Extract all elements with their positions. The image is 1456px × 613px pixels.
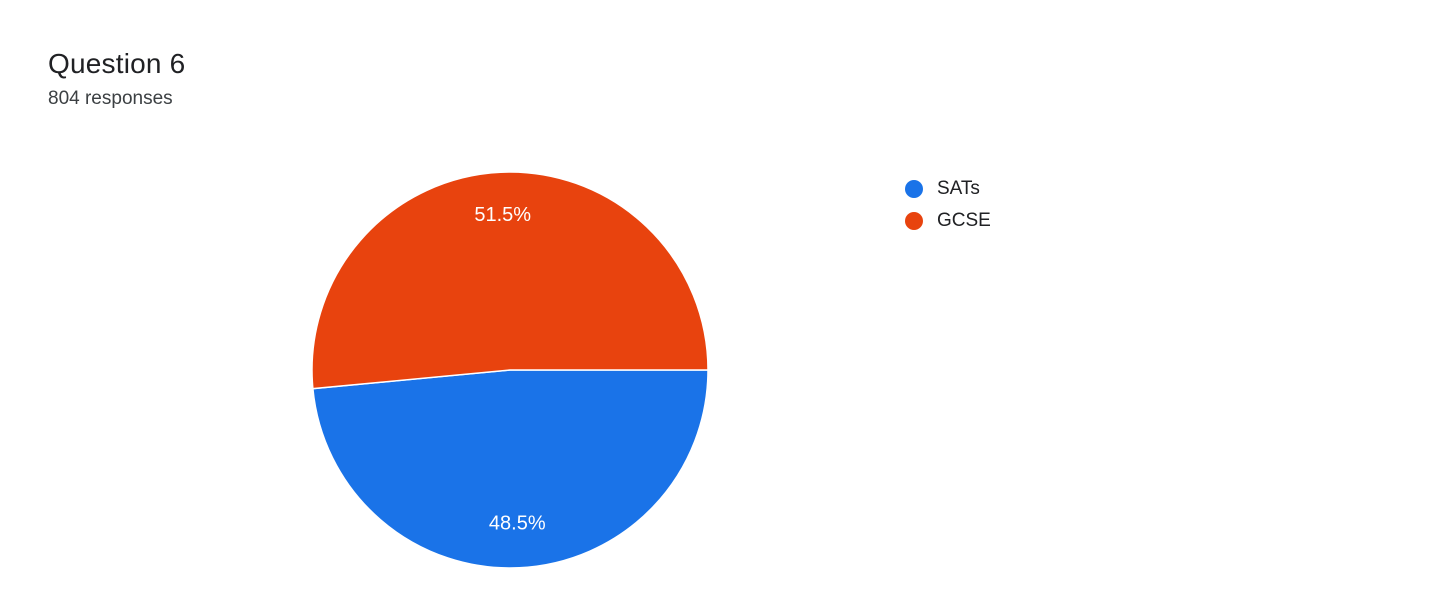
pie-slice — [313, 370, 708, 568]
legend-swatch-icon — [905, 180, 923, 198]
legend-item: SATs — [905, 178, 991, 200]
legend-swatch-icon — [905, 212, 923, 230]
pie-chart: 48.5% 51.5% — [310, 170, 710, 570]
chart-container: Question 6 804 responses 48.5% 51.5% SATs… — [0, 0, 1456, 613]
legend-label: SATs — [937, 178, 980, 200]
legend-label: GCSE — [937, 210, 991, 232]
legend-item: GCSE — [905, 210, 991, 232]
pie-slice-label: 48.5% — [489, 513, 546, 535]
chart-legend: SATs GCSE — [905, 178, 991, 242]
chart-subtitle: 804 responses — [48, 88, 173, 110]
pie-slice-label: 51.5% — [474, 204, 531, 226]
chart-title: Question 6 — [48, 48, 185, 80]
